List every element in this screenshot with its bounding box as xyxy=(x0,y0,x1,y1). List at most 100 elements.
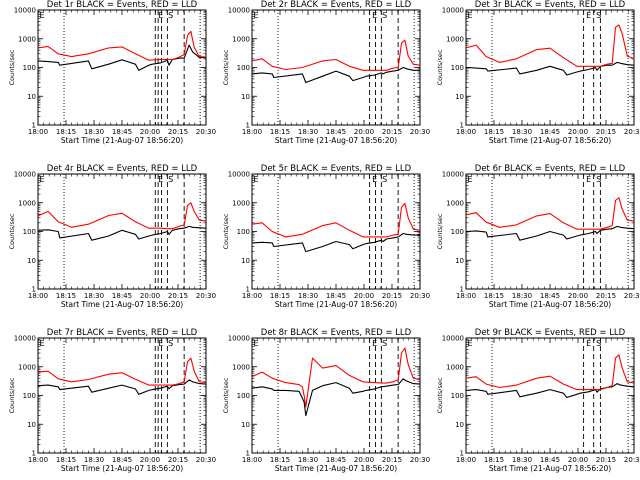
y-tick-label: 1 xyxy=(32,450,36,458)
x-axis-label: Start Time (21-Aug-07 18:56:20) xyxy=(275,136,397,145)
panel-title: Det 6r BLACK = Events, RED = LLD xyxy=(475,164,626,174)
series-lld-line xyxy=(37,202,207,230)
y-tick-label: 10 xyxy=(241,257,250,265)
y-tick-label: 10 xyxy=(455,257,464,265)
series-lld-line xyxy=(251,202,421,238)
y-tick-label: 1000 xyxy=(232,199,250,207)
x-tick-label: 18:45 xyxy=(112,292,132,300)
y-tick-label: 1000 xyxy=(18,35,36,43)
x-tick-label: 18:30 xyxy=(298,128,318,136)
x-tick-label: 20:15 xyxy=(382,128,402,136)
panel-det-7: Det 7r BLACK = Events, RED = LLD 1 10 100 10… xyxy=(8,328,216,473)
series-events-line xyxy=(251,66,420,84)
y-tick-label: 1 xyxy=(460,122,464,130)
x-tick-label: 20:30 xyxy=(624,292,640,300)
x-axis-label: Start Time (21-Aug-07 18:56:20) xyxy=(489,464,611,473)
y-tick-label: 10 xyxy=(27,257,36,265)
y-tick-label: 1000 xyxy=(446,199,464,207)
y-tick-label: 10000 xyxy=(228,171,250,179)
flag-e-corner: E xyxy=(253,175,258,184)
series-events-line xyxy=(465,61,635,76)
x-tick-label: 18:45 xyxy=(540,456,560,464)
y-tick-label: 100 xyxy=(237,64,250,72)
y-tick-label: 10000 xyxy=(228,7,250,15)
x-tick-label: 20:00 xyxy=(568,456,588,464)
y-axis-label: Counts/sec xyxy=(222,377,230,413)
y-tick-label: 1 xyxy=(32,286,36,294)
y-tick-label: 1000 xyxy=(18,199,36,207)
panel-title: Det 3r BLACK = Events, RED = LLD xyxy=(475,0,626,10)
flag-e-corner: E xyxy=(467,175,472,184)
x-axis-label: Start Time (21-Aug-07 18:56:20) xyxy=(489,300,611,309)
x-axis-label: Start Time (21-Aug-07 18:56:20) xyxy=(489,136,611,145)
flag-e-corner: E xyxy=(39,11,44,20)
y-tick-label: 1000 xyxy=(232,363,250,371)
panel-det-4: Det 4r BLACK = Events, RED = LLD 1 10 100 10… xyxy=(8,164,216,309)
flag-e-corner: E xyxy=(39,175,44,184)
panel-title: Det 2r BLACK = Events, RED = LLD xyxy=(261,0,412,10)
x-axis-label: Start Time (21-Aug-07 18:56:20) xyxy=(61,464,183,473)
flag-e-corner: E xyxy=(253,11,258,20)
x-tick-label: 20:15 xyxy=(382,456,402,464)
y-tick-label: 10000 xyxy=(442,171,464,179)
y-tick-label: 10 xyxy=(241,421,250,429)
x-tick-label: 20:15 xyxy=(168,456,188,464)
x-tick-label: 18:15 xyxy=(484,292,504,300)
x-tick-label: 18:15 xyxy=(484,128,504,136)
x-tick-label: 18:15 xyxy=(56,456,76,464)
x-tick-label: 20:00 xyxy=(354,292,374,300)
x-tick-label: 18:15 xyxy=(56,128,76,136)
y-tick-label: 100 xyxy=(451,228,464,236)
y-tick-label: 10000 xyxy=(442,7,464,15)
x-tick-label: 18:00 xyxy=(456,292,476,300)
flag-e-corner: E xyxy=(467,11,472,20)
x-tick-label: 18:45 xyxy=(540,128,560,136)
panel-det-5: Det 5r BLACK = Events, RED = LLD 1 10 100 10… xyxy=(222,164,430,309)
x-tick-label: 18:45 xyxy=(326,128,346,136)
x-tick-label: 18:45 xyxy=(326,292,346,300)
flag-e: E xyxy=(586,11,591,20)
x-tick-label: 20:00 xyxy=(568,128,588,136)
y-axis-label: Counts/sec xyxy=(436,377,444,413)
x-tick-label: 18:45 xyxy=(112,456,132,464)
y-tick-label: 10000 xyxy=(442,335,464,343)
y-tick-label: 1000 xyxy=(446,35,464,43)
flag-e: E xyxy=(586,339,591,348)
series-events-line xyxy=(465,383,635,399)
x-tick-label: 18:00 xyxy=(28,292,48,300)
x-tick-label: 20:15 xyxy=(596,456,616,464)
panel-title: Det 4r BLACK = Events, RED = LLD xyxy=(47,164,198,174)
flag-s: S xyxy=(382,175,387,184)
x-axis-label: Start Time (21-Aug-07 18:56:20) xyxy=(61,136,183,145)
x-tick-label: 18:30 xyxy=(84,292,104,300)
x-tick-label: 18:15 xyxy=(56,292,76,300)
x-tick-label: 20:30 xyxy=(410,456,430,464)
x-tick-label: 18:30 xyxy=(512,128,532,136)
y-tick-label: 10000 xyxy=(14,335,36,343)
y-tick-label: 100 xyxy=(23,64,36,72)
panel-title: Det 9r BLACK = Events, RED = LLD xyxy=(475,328,626,338)
series-lld-line xyxy=(37,30,207,61)
flag-e: E xyxy=(158,11,163,20)
y-tick-label: 1 xyxy=(246,122,250,130)
y-axis-label: Counts/sec xyxy=(8,213,16,249)
y-tick-label: 1000 xyxy=(232,35,250,43)
x-tick-label: 20:15 xyxy=(168,128,188,136)
x-tick-label: 20:00 xyxy=(140,128,160,136)
y-axis-label: Counts/sec xyxy=(222,213,230,249)
flag-e: E xyxy=(586,175,591,184)
series-events-line xyxy=(37,44,207,71)
y-axis-label: Counts/sec xyxy=(436,213,444,249)
panel-title: Det 7r BLACK = Events, RED = LLD xyxy=(47,328,198,338)
x-tick-label: 20:00 xyxy=(140,292,160,300)
y-tick-label: 100 xyxy=(451,392,464,400)
x-tick-label: 18:45 xyxy=(540,292,560,300)
panel-title: Det 5r BLACK = Events, RED = LLD xyxy=(261,164,412,174)
x-tick-label: 20:30 xyxy=(196,456,216,464)
x-tick-label: 18:15 xyxy=(270,128,290,136)
x-tick-label: 18:00 xyxy=(242,128,262,136)
x-axis-label: Start Time (21-Aug-07 18:56:20) xyxy=(61,300,183,309)
panel-det-6: Det 6r BLACK = Events, RED = LLD 1 10 100 10… xyxy=(436,164,640,309)
